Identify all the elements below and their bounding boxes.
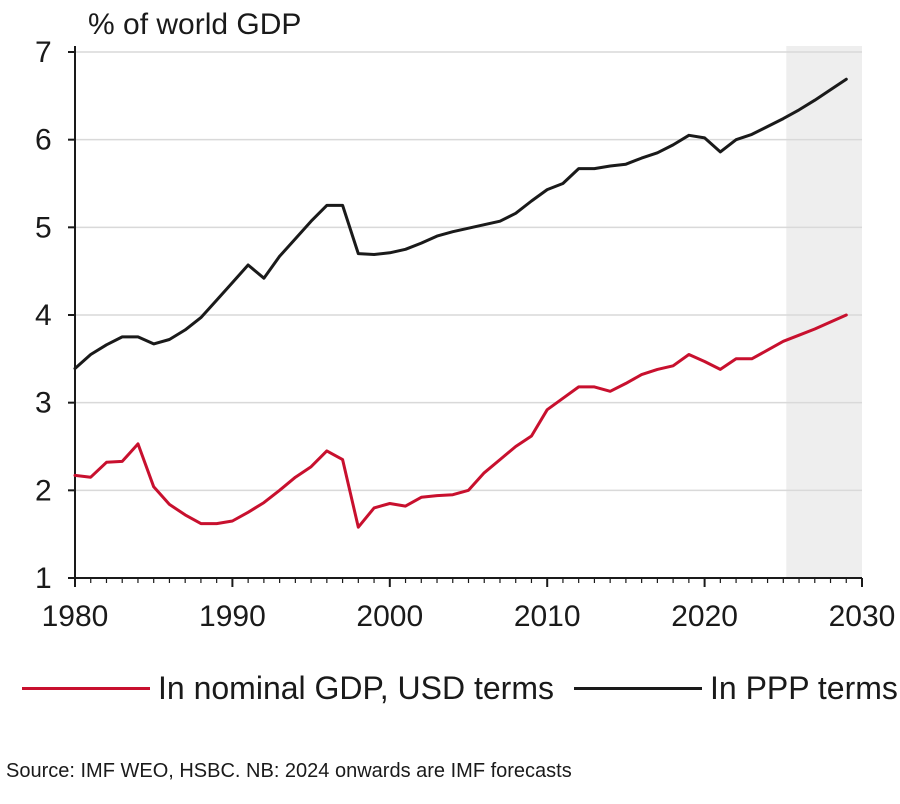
x-tick-label-2000: 2000 bbox=[356, 600, 423, 633]
y-tick-label-1: 1 bbox=[35, 562, 52, 595]
legend: In nominal GDP, USD terms In PPP terms bbox=[22, 670, 900, 707]
y-tick-label-4: 4 bbox=[35, 299, 52, 332]
x-tick-label-2020: 2020 bbox=[671, 600, 738, 633]
x-tick-label-1980: 1980 bbox=[42, 600, 109, 633]
gridlines bbox=[75, 51, 862, 492]
y-tick-label-2: 2 bbox=[35, 474, 52, 507]
x-tick-label-1990: 1990 bbox=[199, 600, 266, 633]
legend-label-nominal: In nominal GDP, USD terms bbox=[158, 670, 554, 706]
y-tick-label-6: 6 bbox=[35, 124, 52, 157]
series-line-ppp bbox=[73, 77, 848, 370]
axis-labels: % of world GDP bbox=[88, 8, 301, 41]
y-tick-label-5: 5 bbox=[35, 211, 52, 244]
series-line-nominal bbox=[73, 313, 848, 529]
forecast-shade bbox=[786, 46, 862, 578]
legend-item-nominal: In nominal GDP, USD terms bbox=[22, 670, 554, 707]
legend-item-ppp: In PPP terms bbox=[573, 670, 898, 707]
line-chart: 1 2 3 4 5 6 7 1980 1990 2000 2010 2020 2030 % of wor… bbox=[35, 8, 895, 633]
axes: 1 2 3 4 5 6 7 1980 1990 2000 2010 2020 2030 bbox=[35, 36, 895, 633]
y-tick-label-7: 7 bbox=[35, 36, 52, 69]
series-lines bbox=[73, 77, 848, 529]
x-tick-label-2030: 2030 bbox=[829, 600, 896, 633]
y-axis-title: % of world GDP bbox=[88, 8, 301, 41]
source-note: Source: IMF WEO, HSBC. NB: 2024 onwards … bbox=[6, 760, 572, 782]
x-tick-label-2010: 2010 bbox=[514, 600, 581, 633]
legend-label-ppp: In PPP terms bbox=[709, 670, 898, 706]
y-tick-label-3: 3 bbox=[35, 387, 52, 420]
forecast-shading-layer bbox=[786, 46, 862, 578]
legend-swatch-nominal bbox=[22, 687, 150, 690]
legend-swatch-ppp bbox=[573, 687, 702, 690]
